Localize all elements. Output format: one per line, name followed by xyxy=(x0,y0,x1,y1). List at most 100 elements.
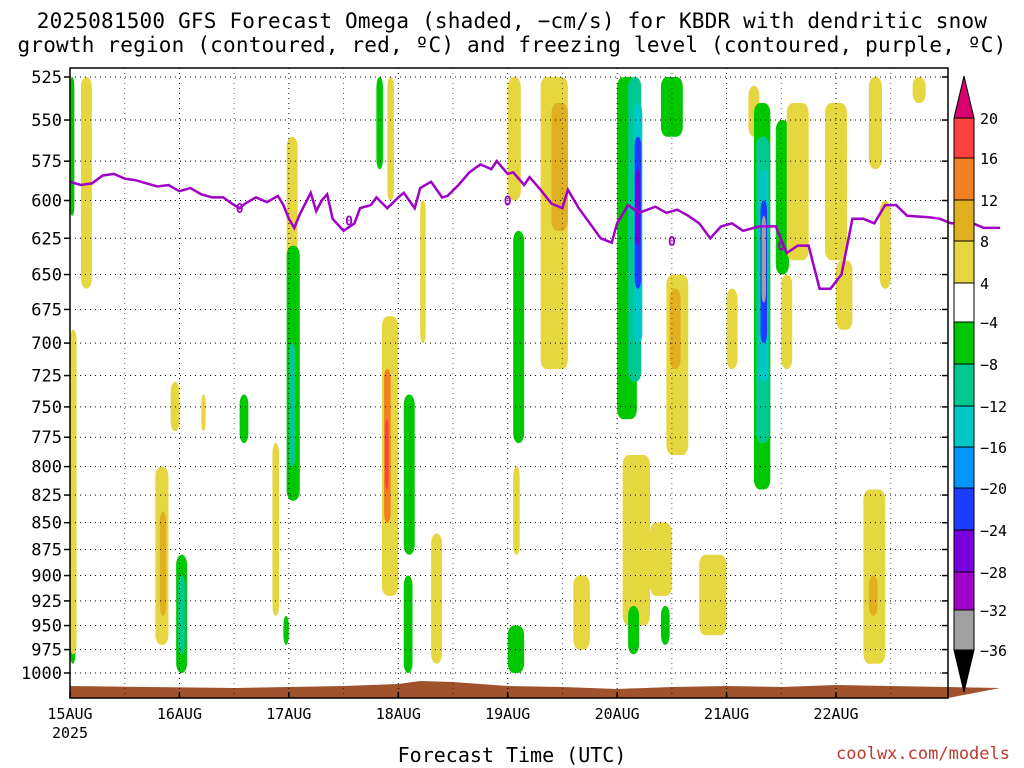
omega-region xyxy=(622,454,650,626)
omega-region xyxy=(836,260,853,330)
omega-region xyxy=(80,77,92,289)
omega-region xyxy=(286,136,298,275)
x-tick-label: 17AUG xyxy=(266,705,311,723)
y-tick-label: 775 xyxy=(31,428,62,448)
colorbar-segment xyxy=(953,529,975,573)
colorbar-label: −8 xyxy=(980,356,998,374)
omega-region xyxy=(159,511,167,616)
omega-region xyxy=(699,554,727,636)
colorbar-bottom-arrow xyxy=(953,649,975,693)
grid-lines xyxy=(70,68,948,698)
omega-region xyxy=(239,394,249,444)
colorbar-label: 4 xyxy=(980,275,989,293)
omega-region xyxy=(761,215,766,303)
y-tick-label: 650 xyxy=(31,266,62,286)
site-credit: coolwx.com/models xyxy=(836,744,1010,764)
axes: 525 550 575 600 625 650 675 700 725 750 775 800 825 8… xyxy=(21,67,949,742)
colorbar-label: −36 xyxy=(980,642,1007,660)
y-tick-label: 550 xyxy=(31,111,62,131)
y-tick-label: 700 xyxy=(31,334,62,354)
y-tick-label: 675 xyxy=(31,300,62,320)
colorbar-segment xyxy=(953,609,975,651)
colorbar-label: 20 xyxy=(980,110,998,128)
omega-region xyxy=(573,575,590,650)
x-tick-label: 22AUG xyxy=(813,705,858,723)
y-tick-label: 750 xyxy=(31,398,62,418)
y-tick-label: 950 xyxy=(31,617,62,637)
x-tick-label: 20AUG xyxy=(595,705,640,723)
colorbar-segment xyxy=(953,487,975,531)
freezing-level-label: 0 xyxy=(236,202,244,217)
y-tick-label: 875 xyxy=(31,540,62,560)
omega-region xyxy=(513,466,520,555)
y-tick-label: 900 xyxy=(31,567,62,587)
y-tick-label: 625 xyxy=(31,229,62,249)
colorbar-segment xyxy=(953,405,975,448)
colorbar-segment xyxy=(953,117,975,159)
omega-region xyxy=(70,329,77,655)
colorbar-label: −32 xyxy=(980,602,1007,620)
omega-region xyxy=(628,605,640,655)
freezing-level-contour: 0 0 0 0 0 xyxy=(69,159,1001,290)
colorbar-segment xyxy=(953,157,975,201)
y-tick-label: 850 xyxy=(31,514,62,534)
omega-region xyxy=(781,274,793,370)
y-tick-label: 975 xyxy=(31,641,62,661)
omega-region xyxy=(376,77,383,170)
x-tick-label: 19AUG xyxy=(485,705,530,723)
colorbar-segment xyxy=(953,363,975,407)
ground-fill xyxy=(70,681,1001,698)
omega-region xyxy=(507,77,521,201)
colorbar-segment xyxy=(953,282,975,323)
colorbar-label: −4 xyxy=(980,314,998,332)
y-tick-label: 600 xyxy=(31,192,62,212)
x-tick-label: 16AUG xyxy=(157,705,202,723)
y-tick-label: 825 xyxy=(31,486,62,506)
freezing-level-label: 0 xyxy=(504,195,512,210)
colorbar-label: 12 xyxy=(980,192,998,210)
y-tick-label: 925 xyxy=(31,592,62,612)
ground-surface xyxy=(70,681,1001,698)
omega-region xyxy=(635,169,641,246)
omega-region xyxy=(201,394,206,432)
omega-shading xyxy=(70,77,926,673)
chart-title-line-2: growth region (contoured, red, ºC) and f… xyxy=(17,33,1007,57)
x-tick-label: 18AUG xyxy=(376,705,421,723)
omega-region xyxy=(669,288,681,370)
colorbar-label: −24 xyxy=(980,522,1007,540)
omega-region xyxy=(825,103,847,261)
omega-region xyxy=(726,288,738,370)
omega-region xyxy=(879,200,891,289)
colorbar-segment xyxy=(953,240,975,284)
omega-region xyxy=(868,575,878,616)
x-axis-title: Forecast Time (UTC) xyxy=(397,743,627,767)
colorbar: 20 16 12 8 4 −4 −8 −12 −16 −20 −24 −28 −32 −36 xyxy=(953,75,1007,693)
colorbar-segment xyxy=(953,571,975,611)
omega-region xyxy=(912,77,926,104)
freezing-level-label: 0 xyxy=(345,214,353,229)
omega-region xyxy=(403,394,415,555)
omega-region xyxy=(660,77,683,137)
omega-region xyxy=(387,77,394,201)
colorbar-label: 8 xyxy=(980,233,989,251)
omega-region xyxy=(420,200,426,344)
omega-region xyxy=(868,77,882,170)
omega-region xyxy=(786,103,809,261)
x-tick-sublabel: 2025 xyxy=(52,724,88,742)
x-tick-label: 15AUG xyxy=(47,705,92,723)
y-tick-label: 1000 xyxy=(21,664,62,684)
y-tick-label: 525 xyxy=(31,68,62,88)
plot-frame xyxy=(69,67,949,699)
omega-region xyxy=(431,533,443,664)
colorbar-label: −20 xyxy=(980,480,1007,498)
freezing-level-label: 0 xyxy=(668,235,676,250)
omega-region xyxy=(283,615,289,645)
y-tick-label: 725 xyxy=(31,367,62,387)
omega-region xyxy=(649,522,672,596)
colorbar-label: −12 xyxy=(980,398,1007,416)
y-tick-label: 800 xyxy=(31,458,62,478)
freezing-level-label: 0 xyxy=(777,240,785,255)
omega-region xyxy=(288,343,296,467)
colorbar-label: 16 xyxy=(980,150,998,168)
